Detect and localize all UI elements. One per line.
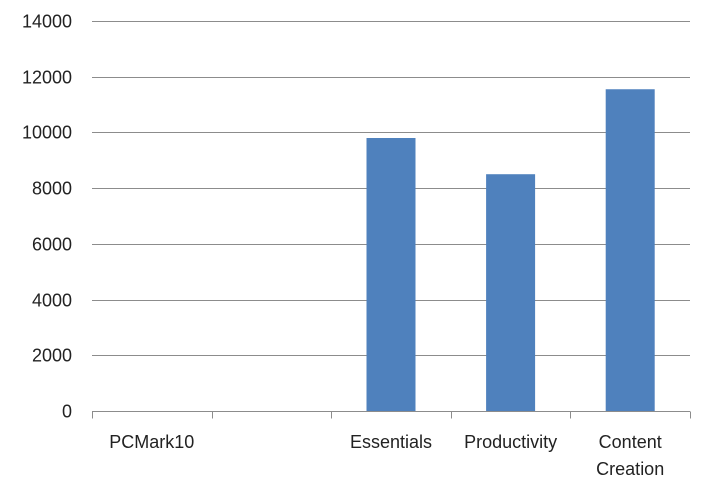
x-category-label: Essentials	[350, 432, 432, 452]
y-tick-label: 8000	[32, 179, 72, 199]
bar	[366, 138, 416, 411]
y-axis-tick-labels: 0 2000 4000 6000 8000 10000 12000 14000	[22, 12, 72, 422]
x-axis-category-labels: PCMark10 Essentials Productivity Content Cre…	[109, 432, 664, 479]
y-tick-label: 6000	[32, 235, 72, 255]
bar	[486, 174, 536, 411]
y-tick-label: 2000	[32, 346, 72, 366]
x-axis	[92, 411, 691, 419]
y-tick-label: 14000	[22, 12, 72, 32]
bars	[366, 89, 655, 411]
x-category-label: Content	[599, 432, 662, 452]
x-category-label: Creation	[596, 459, 664, 479]
y-tick-label: 0	[62, 402, 72, 422]
y-tick-label: 4000	[32, 291, 72, 311]
bar	[605, 89, 655, 411]
x-category-label: PCMark10	[109, 432, 194, 452]
y-tick-label: 12000	[22, 68, 72, 88]
y-tick-label: 10000	[22, 123, 72, 143]
x-category-label: Productivity	[464, 432, 557, 452]
